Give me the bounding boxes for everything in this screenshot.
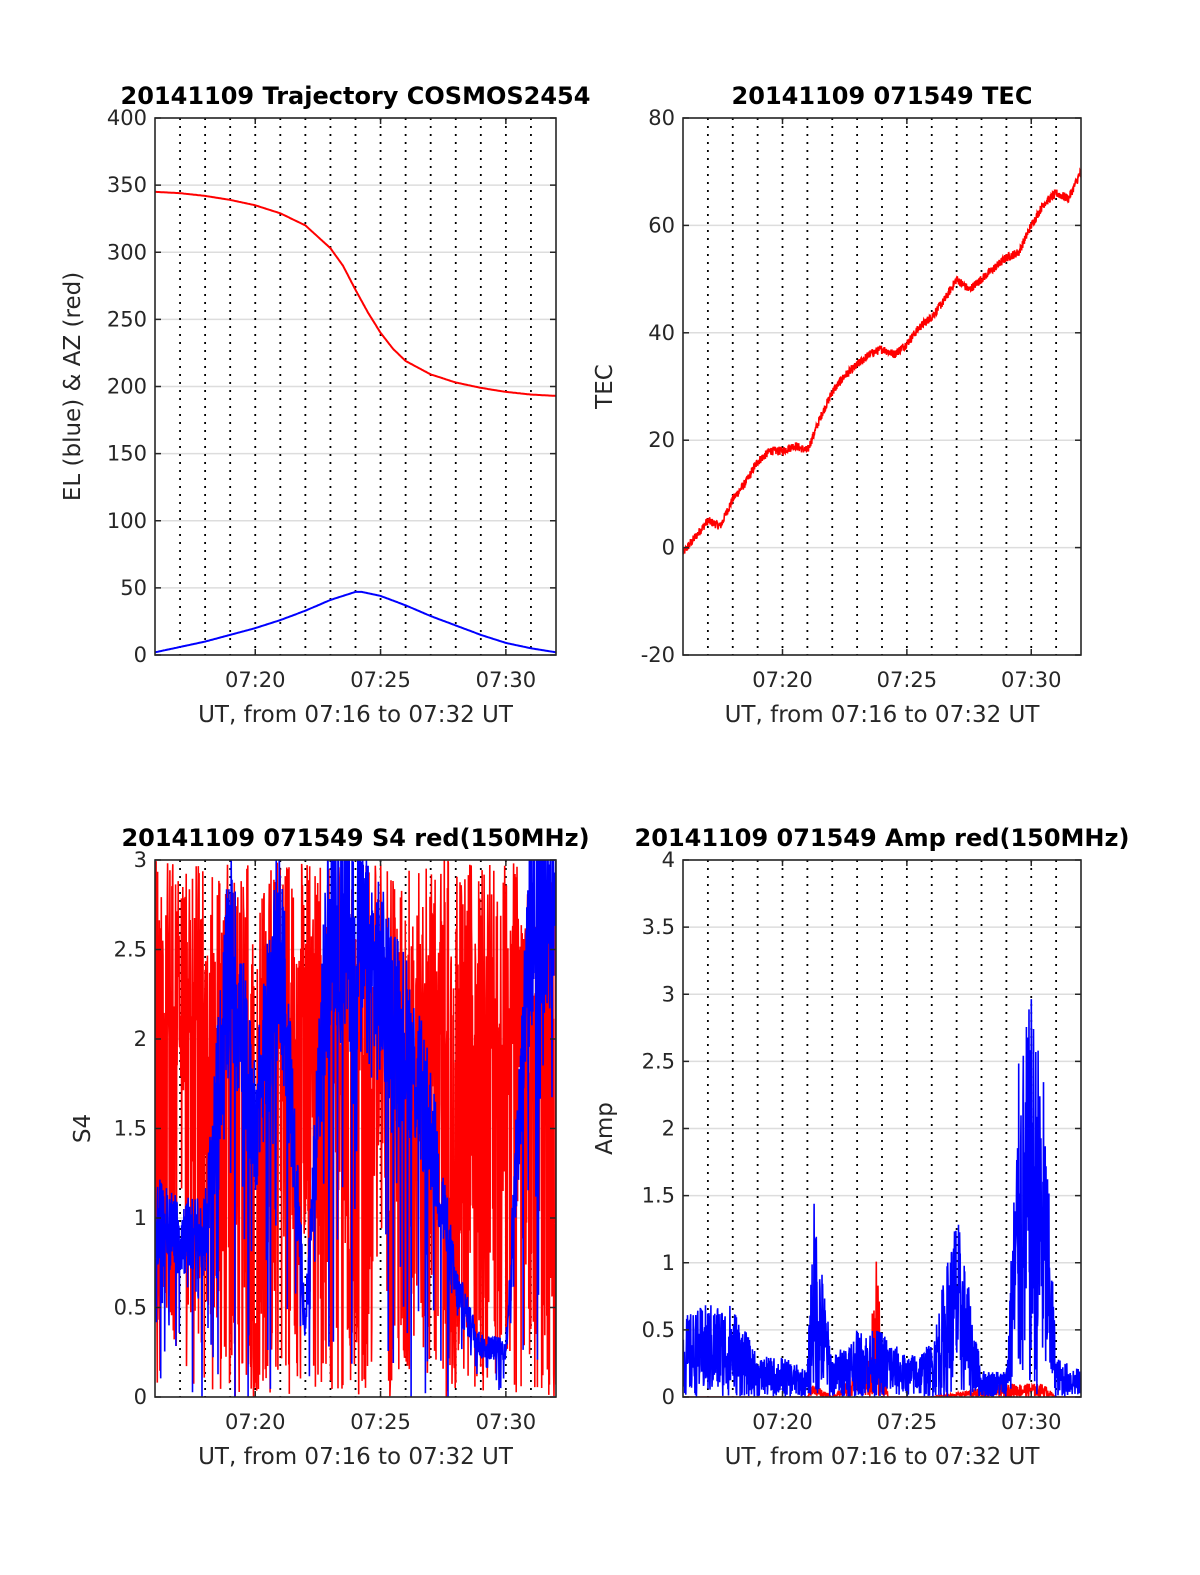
x-axis-label: UT, from 07:16 to 07:32 UT bbox=[198, 1444, 514, 1470]
chart-title: 20141109 Trajectory COSMOS2454 bbox=[121, 82, 591, 110]
series-amp-0 bbox=[683, 1261, 1081, 1397]
y-tick-label: 0 bbox=[134, 1385, 147, 1409]
y-tick-label: 3 bbox=[662, 982, 675, 1006]
y-tick-label: 150 bbox=[107, 442, 147, 466]
y-tick-label: 400 bbox=[107, 106, 147, 130]
y-tick-label: 4 bbox=[662, 848, 675, 872]
y-tick-label: 3.5 bbox=[642, 915, 675, 939]
series-amp-1 bbox=[683, 999, 1081, 1397]
x-tick-label: 07:30 bbox=[1001, 668, 1062, 692]
y-tick-label: 3 bbox=[134, 848, 147, 872]
y-tick-label: 2.5 bbox=[642, 1049, 675, 1073]
y-tick-label: 0 bbox=[662, 1385, 675, 1409]
y-tick-label: 20 bbox=[648, 428, 675, 452]
x-tick-label: 07:20 bbox=[752, 1410, 813, 1434]
x-axis-label: UT, from 07:16 to 07:32 UT bbox=[725, 1444, 1041, 1470]
y-tick-label: 0 bbox=[134, 643, 147, 667]
x-tick-label: 07:25 bbox=[877, 668, 938, 692]
y-tick-label: 60 bbox=[648, 213, 675, 237]
y-axis-label: Amp bbox=[592, 1102, 618, 1155]
series-s4-1 bbox=[155, 860, 556, 1397]
x-tick-label: 07:20 bbox=[225, 1410, 286, 1434]
y-tick-label: 1 bbox=[134, 1206, 147, 1230]
x-tick-label: 07:30 bbox=[1001, 1410, 1062, 1434]
y-tick-label: -20 bbox=[641, 643, 675, 667]
x-axis-label: UT, from 07:16 to 07:32 UT bbox=[198, 702, 514, 728]
y-tick-label: 0.5 bbox=[642, 1318, 675, 1342]
y-axis-label: S4 bbox=[70, 1114, 96, 1143]
chart-title: 20141109 071549 S4 red(150MHz) bbox=[121, 824, 589, 852]
x-tick-label: 07:20 bbox=[225, 668, 286, 692]
axes-box bbox=[682, 117, 1082, 656]
y-tick-label: 100 bbox=[107, 509, 147, 533]
y-tick-label: 1.5 bbox=[114, 1117, 147, 1141]
x-tick-label: 07:25 bbox=[350, 1410, 411, 1434]
series-trajectory-0 bbox=[155, 190, 556, 397]
y-tick-label: 80 bbox=[648, 106, 675, 130]
y-tick-label: 2 bbox=[134, 1027, 147, 1051]
y-tick-label: 300 bbox=[107, 240, 147, 264]
x-tick-label: 07:25 bbox=[877, 1410, 938, 1434]
y-tick-label: 0 bbox=[662, 536, 675, 560]
chart-tec: -20 0 20 40 60 80 07:20 07:25 07:30 20141109 0715… bbox=[592, 82, 1082, 728]
chart-trajectory: 0 50 100 150 200 250 300 350 400 07:20 07:25 07:30 2… bbox=[60, 82, 590, 728]
y-tick-label: 0.5 bbox=[114, 1296, 147, 1320]
chart-title: 20141109 071549 TEC bbox=[732, 82, 1033, 110]
x-tick-label: 07:30 bbox=[476, 668, 537, 692]
x-tick-label: 07:20 bbox=[752, 668, 813, 692]
chart-amp: 0 0.5 1 1.5 2 2.5 3 3.5 4 07:20 07:25 07:30 20141109… bbox=[592, 824, 1129, 1470]
chart-title: 20141109 071549 Amp red(150MHz) bbox=[635, 824, 1130, 852]
y-tick-label: 40 bbox=[648, 321, 675, 345]
y-tick-label: 350 bbox=[107, 173, 147, 197]
series-trajectory-1 bbox=[155, 590, 556, 654]
y-tick-label: 2 bbox=[662, 1117, 675, 1141]
y-tick-label: 1.5 bbox=[642, 1184, 675, 1208]
y-tick-label: 250 bbox=[107, 307, 147, 331]
series-s4-0 bbox=[155, 860, 556, 1397]
y-tick-label: 1 bbox=[662, 1251, 675, 1275]
y-tick-label: 200 bbox=[107, 375, 147, 399]
x-tick-label: 07:25 bbox=[350, 668, 411, 692]
chart-s4: 0 0.5 1 1.5 2 2.5 3 07:20 07:25 07:30 20141109 071… bbox=[70, 824, 590, 1470]
series-tec-0 bbox=[683, 167, 1081, 555]
y-axis-label: EL (blue) & AZ (red) bbox=[60, 272, 86, 501]
x-axis-label: UT, from 07:16 to 07:32 UT bbox=[725, 702, 1041, 728]
y-axis-label: TEC bbox=[592, 364, 618, 410]
y-tick-label: 50 bbox=[120, 576, 147, 600]
x-tick-label: 07:30 bbox=[476, 1410, 537, 1434]
y-tick-label: 2.5 bbox=[114, 938, 147, 962]
